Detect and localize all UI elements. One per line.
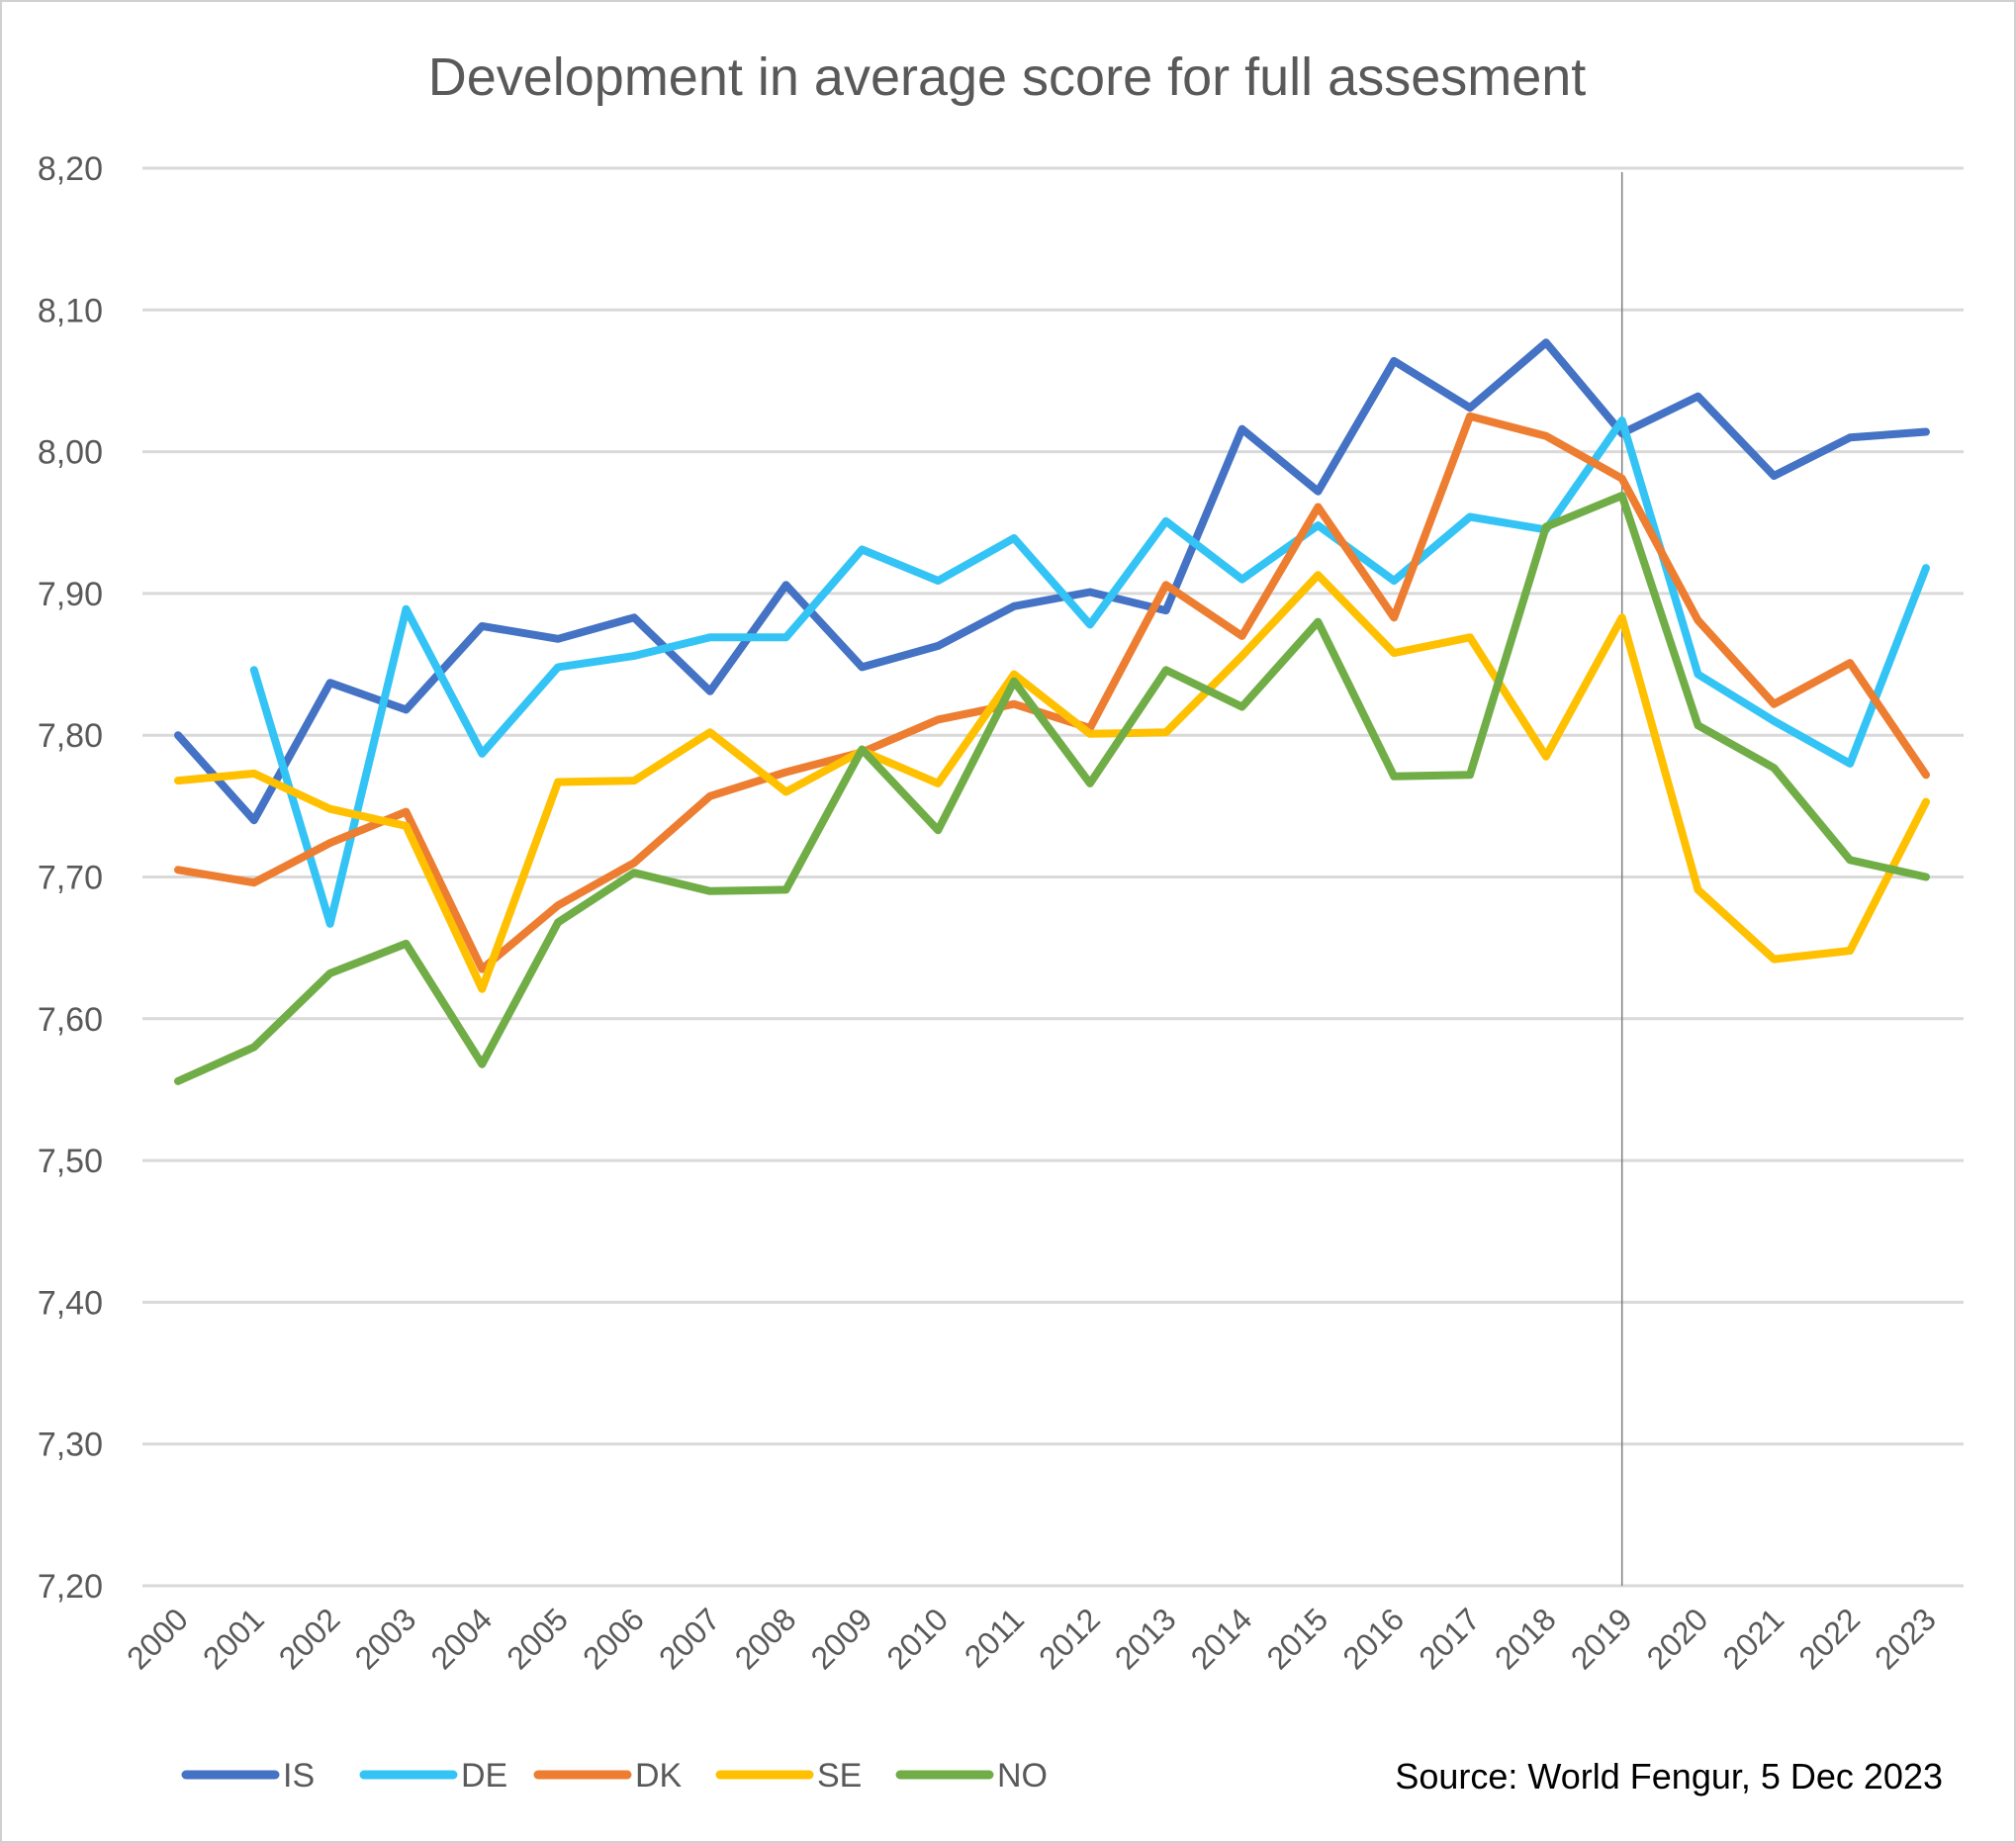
- x-tick-label: 2010: [879, 1601, 955, 1676]
- x-tick-label: 2003: [348, 1601, 423, 1676]
- x-tick-label: 2001: [196, 1601, 271, 1676]
- series-line-se: [174, 571, 1930, 993]
- x-tick-label: 2015: [1260, 1601, 1335, 1676]
- chart-title: Development in average score for full as…: [428, 47, 1587, 107]
- x-tick-label: 2004: [423, 1601, 499, 1676]
- legend-label-de: DE: [461, 1757, 507, 1795]
- gridlines: [142, 166, 1964, 1588]
- y-axis-ticks: 7,20 7,30 7,40 7,50 7,60 7,70 7,80 7,90 8,00 8,10…: [38, 150, 103, 1606]
- x-tick-label: 2021: [1716, 1601, 1791, 1676]
- x-axis-ticks: 2000 2001 2002 2003 2004 2005 2006 2007 2008 2009…: [120, 1601, 1943, 1676]
- x-tick-label: 2014: [1184, 1601, 1259, 1676]
- y-tick-label: 8,00: [38, 434, 103, 472]
- x-tick-label: 2020: [1640, 1601, 1715, 1676]
- x-tick-label: 2013: [1108, 1601, 1183, 1676]
- y-tick-label: 7,70: [38, 860, 103, 897]
- series-line-dk: [174, 412, 1930, 973]
- y-tick-label: 7,20: [38, 1568, 103, 1606]
- series-line-is: [174, 338, 1930, 825]
- x-tick-label: 2009: [804, 1601, 879, 1676]
- x-tick-label: 2017: [1412, 1601, 1487, 1676]
- legend-label-dk: DK: [635, 1757, 683, 1795]
- y-tick-label: 8,10: [38, 292, 103, 329]
- legend-label-is: IS: [283, 1757, 315, 1795]
- x-tick-label: 2002: [272, 1601, 347, 1676]
- x-tick-label: 2000: [120, 1601, 195, 1676]
- series-line-no: [174, 492, 1930, 1085]
- x-tick-label: 2007: [652, 1601, 727, 1676]
- x-tick-label: 2022: [1791, 1601, 1867, 1676]
- x-tick-label: 2023: [1868, 1601, 1943, 1676]
- legend: IS DE DK SE NO: [181, 1757, 1048, 1795]
- y-tick-label: 7,90: [38, 576, 103, 613]
- legend-label-se: SE: [817, 1757, 862, 1795]
- series-line-de: [249, 416, 1930, 928]
- y-tick-label: 7,30: [38, 1427, 103, 1464]
- x-tick-label: 2018: [1488, 1601, 1563, 1676]
- source-annotation: Source: World Fengur, 5 Dec 2023: [1395, 1756, 1943, 1797]
- x-tick-label: 2006: [576, 1601, 651, 1676]
- y-tick-label: 7,40: [38, 1284, 103, 1322]
- y-tick-label: 8,20: [38, 150, 103, 188]
- x-tick-label: 2012: [1032, 1601, 1107, 1676]
- x-tick-label: 2011: [958, 1601, 1031, 1674]
- y-tick-label: 7,50: [38, 1143, 103, 1180]
- y-tick-label: 7,60: [38, 1001, 103, 1039]
- legend-label-no: NO: [997, 1757, 1048, 1795]
- x-tick-label: 2005: [500, 1601, 575, 1676]
- x-tick-label: 2016: [1335, 1601, 1411, 1676]
- x-tick-label: 2008: [728, 1601, 803, 1676]
- series-lines: [174, 338, 1930, 1085]
- y-tick-label: 7,80: [38, 717, 103, 755]
- x-tick-label: 2019: [1564, 1601, 1639, 1676]
